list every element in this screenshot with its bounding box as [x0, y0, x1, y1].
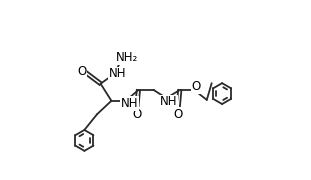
Text: O: O [132, 108, 141, 121]
Text: NH₂: NH₂ [116, 51, 138, 64]
Text: O: O [173, 108, 183, 121]
Text: NH: NH [109, 67, 126, 80]
Text: NH: NH [160, 95, 177, 108]
Text: O: O [77, 65, 86, 78]
Text: NH: NH [121, 97, 138, 110]
Text: O: O [191, 80, 201, 93]
